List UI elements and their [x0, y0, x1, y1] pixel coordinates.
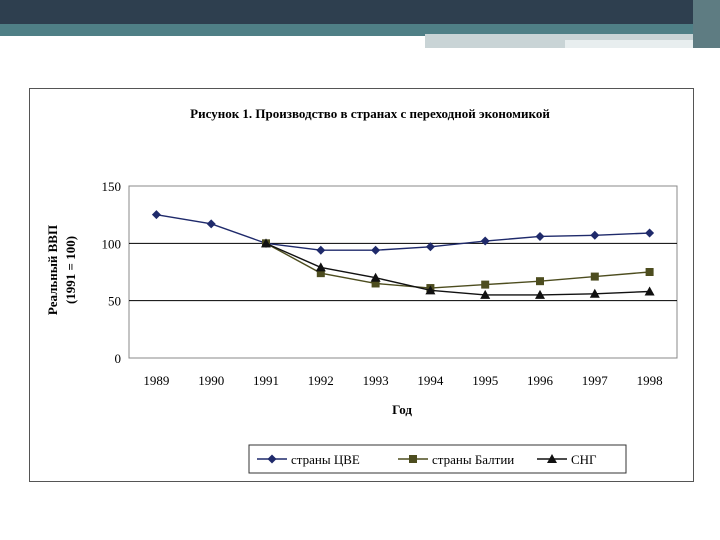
y-tick-label: 0	[115, 351, 122, 366]
slide-header-stripe	[0, 24, 720, 36]
legend-item: страны Балтии	[398, 452, 514, 467]
slide-header-accent-light	[565, 40, 720, 48]
plot-area	[128, 185, 678, 359]
series-3	[261, 238, 655, 299]
y-tick-label: 100	[102, 236, 122, 251]
x-tick-label: 1996	[527, 373, 554, 388]
data-point	[645, 228, 655, 238]
x-tick-label: 1989	[143, 373, 169, 388]
data-point	[151, 210, 161, 220]
legend-label: страны Балтии	[432, 452, 514, 467]
legend-marker	[547, 454, 557, 463]
x-tick-label: 1991	[253, 373, 279, 388]
legend-marker	[409, 455, 417, 463]
x-axis-title: Год	[392, 402, 412, 417]
data-point	[644, 286, 655, 296]
data-point	[316, 245, 326, 255]
series-line	[265, 242, 650, 296]
data-point	[481, 280, 490, 289]
data-point	[589, 288, 600, 298]
y-axis-title-line2: (1991 = 100)	[63, 236, 78, 304]
data-point	[480, 289, 491, 299]
y-axis-title-line1: Реальный ВВП	[45, 225, 60, 315]
data-point	[645, 268, 654, 276]
data-point	[371, 245, 381, 255]
data-point	[261, 238, 271, 248]
data-point	[535, 231, 545, 241]
series-group	[151, 210, 655, 299]
x-tick-label: 1992	[308, 373, 334, 388]
series-line	[156, 213, 650, 251]
legend: страны ЦВЕ страны Балтии СНГ	[257, 452, 597, 467]
legend-label: СНГ	[571, 452, 597, 467]
data-point	[590, 230, 600, 240]
slide-header-bar	[0, 0, 720, 24]
data-point	[316, 269, 325, 278]
data-point	[480, 236, 490, 246]
legend-label: страны ЦВЕ	[291, 452, 360, 467]
data-point	[425, 285, 436, 295]
y-tick-label: 150	[102, 179, 122, 194]
data-point	[370, 272, 381, 282]
data-point	[206, 219, 216, 229]
x-tick-labels: 1989 1990 1991 1992 1993 1994 1995 1996 1997 1998	[143, 373, 662, 388]
data-point	[536, 277, 544, 286]
chart-title: Рисунок 1. Производство в странах с пере…	[190, 106, 550, 121]
legend-item: СНГ	[537, 452, 597, 467]
legend-marker	[267, 454, 277, 464]
series-line	[265, 242, 650, 289]
legend-box	[248, 444, 627, 474]
x-tick-label: 1998	[637, 373, 663, 388]
y-tick-label: 50	[108, 294, 121, 309]
slide-header-notch	[693, 0, 720, 48]
data-point	[371, 279, 380, 288]
data-point	[590, 272, 599, 281]
legend-item: страны ЦВЕ	[257, 452, 360, 467]
x-tick-label: 1997	[582, 373, 609, 388]
x-tick-label: 1995	[472, 373, 498, 388]
data-point	[535, 289, 545, 299]
x-tick-label: 1990	[198, 373, 224, 388]
x-tick-label: 1993	[363, 373, 389, 388]
data-point	[425, 242, 435, 252]
gridlines	[129, 242, 677, 302]
y-tick-labels: 0 50 100 150	[102, 179, 122, 366]
x-tick-label: 1994	[417, 373, 444, 388]
data-point	[315, 262, 326, 272]
